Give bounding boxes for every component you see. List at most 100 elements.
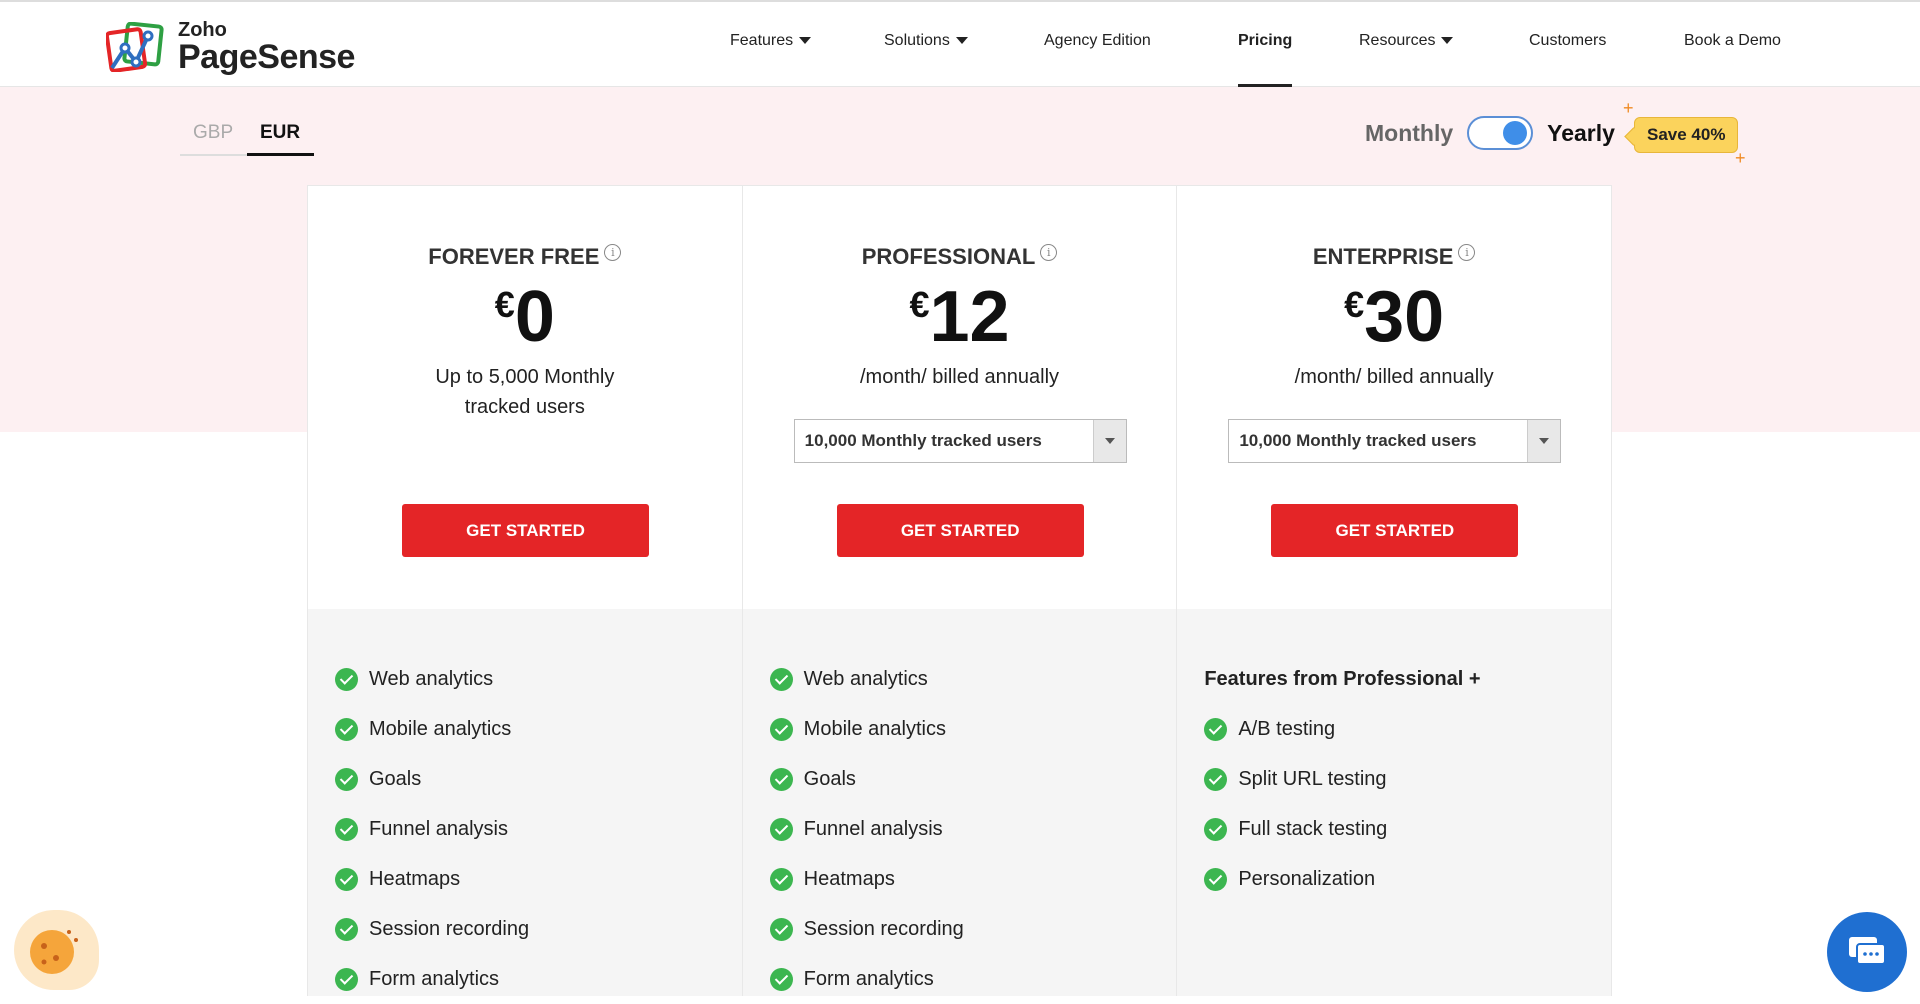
plan-price: €12 — [743, 276, 1177, 358]
currency-symbol: € — [494, 284, 515, 325]
feature-item: Heatmaps — [769, 854, 964, 904]
info-icon[interactable]: i — [604, 244, 622, 261]
price-value: 30 — [1364, 277, 1445, 357]
get-started-button[interactable]: GET STARTED — [836, 504, 1084, 557]
logo[interactable]: Zoho PageSense — [106, 20, 355, 74]
nav-pricing[interactable]: Pricing — [1238, 32, 1293, 87]
feature-item: Goals — [769, 754, 964, 804]
check-icon — [335, 767, 358, 791]
chat-icon — [1849, 937, 1886, 965]
sparkle-icon: + — [1623, 98, 1634, 118]
feature-label: Goals — [803, 767, 856, 790]
plan-price: €30 — [1177, 276, 1611, 358]
check-icon — [769, 717, 793, 741]
feature-item: Session recording — [335, 904, 529, 954]
cookie-settings-button[interactable] — [14, 910, 99, 990]
feature-item: Funnel analysis — [769, 804, 964, 854]
feature-label: Personalization — [1238, 867, 1376, 890]
info-icon[interactable]: i — [1040, 244, 1058, 261]
nav-label: Resources — [1359, 32, 1436, 49]
tracked-users-select[interactable]: 10,000 Monthly tracked users — [1228, 419, 1562, 463]
feature-label: Funnel analysis — [369, 817, 508, 840]
feature-label: Split URL testing — [1238, 767, 1387, 790]
feature-item: Split URL testing — [1204, 754, 1480, 804]
nav-resources[interactable]: Resources — [1359, 32, 1454, 50]
plan-card-enterprise: ENTERPRISE i €30 /month/ billed annually … — [1177, 186, 1612, 996]
billing-toggle-group: Monthly Yearly — [1365, 116, 1615, 150]
plan-price: €0 — [308, 276, 742, 358]
feature-item: Form analytics — [335, 954, 529, 1004]
check-icon — [335, 817, 358, 841]
toggle-knob — [1503, 121, 1528, 145]
feature-item: Mobile analytics — [335, 704, 529, 754]
check-icon — [335, 867, 358, 891]
price-value: 12 — [929, 277, 1010, 357]
feature-item: Mobile analytics — [769, 704, 964, 754]
billing-toggle[interactable] — [1467, 116, 1534, 150]
check-icon — [1204, 767, 1228, 791]
feature-label: Heatmaps — [369, 867, 461, 890]
plan-name: FOREVER FREE i — [308, 244, 742, 270]
nav-book-demo[interactable]: Book a Demo — [1684, 32, 1781, 49]
get-started-button[interactable]: GET STARTED — [1271, 504, 1519, 557]
check-icon — [335, 967, 358, 991]
yearly-label[interactable]: Yearly — [1547, 119, 1615, 146]
plan-card-professional: PROFESSIONAL i €12 /month/ billed annuall… — [742, 186, 1178, 996]
logo-zoho: Zoho — [178, 19, 227, 41]
feature-label: A/B testing — [1238, 717, 1336, 740]
check-icon — [335, 717, 358, 741]
check-icon — [769, 767, 793, 791]
feature-label: Session recording — [369, 917, 530, 940]
feature-item: Full stack testing — [1204, 804, 1480, 854]
pagesense-logo-icon — [106, 22, 164, 72]
plan-name: ENTERPRISE i — [1177, 244, 1611, 270]
caret-down-icon — [799, 37, 812, 45]
tab-gbp[interactable]: GBP — [193, 122, 234, 143]
plan-name-text: ENTERPRISE — [1312, 244, 1454, 269]
dropdown-arrow-icon — [1527, 420, 1561, 462]
select-value: 10,000 Monthly tracked users — [804, 431, 1042, 450]
logo-pagesense: PageSense — [178, 38, 355, 76]
get-started-button[interactable]: GET STARTED — [402, 504, 649, 557]
plan-name-text: PROFESSIONAL — [861, 244, 1036, 269]
feature-label: Web analytics — [369, 667, 494, 690]
nav-customers[interactable]: Customers — [1529, 32, 1607, 49]
feature-item: Web analytics — [335, 654, 529, 704]
feature-list: Web analytics Mobile analytics Goals Funnel… — [769, 654, 964, 1004]
feature-item: Form analytics — [769, 954, 964, 1004]
nav-features[interactable]: Features — [730, 32, 812, 50]
feature-label: Session recording — [803, 917, 964, 940]
check-icon — [1204, 717, 1228, 741]
tracked-users-select[interactable]: 10,000 Monthly tracked users — [793, 419, 1127, 463]
feature-label: Full stack testing — [1238, 817, 1388, 840]
feature-list: Web analytics Mobile analytics Goals Funnel… — [335, 654, 529, 1004]
plan-name: PROFESSIONAL i — [743, 244, 1177, 270]
feature-item: Session recording — [769, 904, 964, 954]
feature-label: Goals — [369, 767, 422, 790]
select-value: 10,000 Monthly tracked users — [1239, 431, 1477, 450]
feature-label: Mobile analytics — [803, 717, 946, 740]
feature-label: Form analytics — [803, 967, 934, 990]
nav-agency-edition[interactable]: Agency Edition — [1044, 32, 1151, 49]
pricing-cards: FOREVER FREE i €0 Up to 5,000 Monthly tra… — [307, 185, 1612, 996]
feature-item: Web analytics — [769, 654, 964, 704]
sparkle-icon: + — [1735, 148, 1746, 168]
feature-label: Mobile analytics — [369, 717, 512, 740]
info-icon[interactable]: i — [1458, 244, 1476, 261]
monthly-label[interactable]: Monthly — [1365, 119, 1454, 146]
check-icon — [335, 917, 358, 941]
features-heading: Features from Professional + — [1204, 668, 1481, 690]
caret-down-icon — [955, 37, 968, 45]
plan-card-free: FOREVER FREE i €0 Up to 5,000 Monthly tra… — [308, 186, 743, 996]
tab-eur[interactable]: EUR — [260, 122, 301, 143]
feature-label: Funnel analysis — [803, 817, 943, 840]
feature-item: Personalization — [1204, 854, 1480, 904]
check-icon — [769, 817, 793, 841]
check-icon — [1204, 817, 1228, 841]
nav-solutions[interactable]: Solutions — [884, 32, 968, 50]
feature-item: Goals — [335, 754, 529, 804]
caret-down-icon — [1441, 37, 1454, 45]
chat-button[interactable] — [1827, 912, 1907, 992]
price-value: 0 — [514, 277, 555, 357]
plan-desc: /month/ billed annually — [1294, 366, 1494, 388]
